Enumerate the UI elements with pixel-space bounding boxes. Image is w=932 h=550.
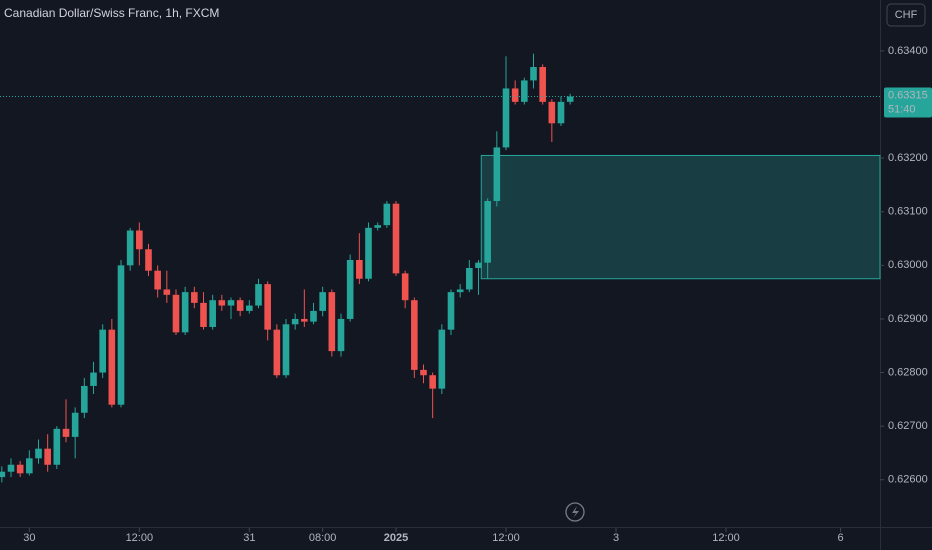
y-tick-label: 0.63200	[888, 152, 928, 164]
candle-body	[392, 203, 400, 274]
currency-button[interactable]	[886, 3, 926, 27]
y-tick-label: 0.62900	[888, 313, 928, 325]
candle-body	[255, 284, 262, 306]
candle-body	[475, 262, 482, 269]
candle-body	[456, 289, 464, 293]
candle-body	[44, 448, 51, 465]
candle-body	[530, 67, 537, 81]
candle-body	[282, 324, 290, 376]
candle-body	[511, 88, 519, 102]
x-tick-label: 3	[613, 532, 619, 544]
candle-body	[236, 300, 244, 311]
candle-body	[218, 300, 226, 306]
candle-body	[136, 230, 143, 250]
candle-body	[117, 265, 125, 405]
candle-body	[246, 305, 253, 311]
candle-body	[539, 67, 546, 102]
x-tick-label: 31	[243, 532, 255, 544]
candle-body	[484, 201, 491, 263]
x-tick-label: 2025	[384, 532, 408, 544]
lightning-icon[interactable]	[565, 502, 585, 522]
x-tick-label: 12:00	[492, 532, 520, 544]
candle-body	[163, 289, 171, 295]
candle-body	[0, 471, 6, 478]
candle-body	[35, 448, 42, 459]
x-tick-label: 08:00	[309, 532, 337, 544]
last-price-label: 0.63315	[888, 89, 928, 101]
candle-body	[227, 300, 235, 306]
y-tick-label: 0.63000	[888, 259, 928, 271]
candle-body	[108, 329, 116, 405]
candle-body	[154, 270, 161, 290]
candle-body	[81, 385, 88, 413]
candle-body	[548, 101, 556, 124]
candle-body	[466, 268, 473, 290]
candle-body	[447, 292, 455, 330]
candle-body	[356, 259, 363, 279]
y-tick-label: 0.62700	[888, 420, 928, 432]
x-tick-label: 12:00	[126, 532, 154, 544]
y-tick-label: 0.62600	[888, 474, 928, 486]
candle-body	[291, 318, 299, 325]
plot-area	[0, 53, 881, 483]
candle-body	[374, 225, 381, 228]
candle-body	[62, 428, 70, 437]
candle-body	[209, 300, 216, 327]
candle-body	[264, 284, 271, 330]
candle-body	[71, 412, 79, 437]
candle-body	[126, 230, 134, 266]
candle-body	[181, 292, 189, 333]
candle-body	[172, 294, 180, 333]
candle-body	[16, 464, 24, 474]
candle-body	[521, 80, 528, 102]
candle-body	[200, 302, 207, 327]
zone	[480, 154, 881, 280]
candle-body	[429, 375, 436, 389]
candle-body	[26, 458, 33, 474]
candle-body	[328, 292, 336, 352]
y-tick-label: 0.63400	[888, 45, 928, 57]
candle-body	[191, 292, 198, 303]
candle-body	[493, 147, 501, 202]
candle-body	[502, 88, 510, 148]
x-tick-label: 30	[23, 532, 35, 544]
candle-body	[401, 273, 409, 301]
candle-body	[557, 101, 565, 124]
candle-body	[90, 372, 97, 386]
candle-body	[438, 329, 446, 389]
candle-body	[319, 292, 326, 311]
candle-body	[566, 96, 574, 102]
candle-body	[99, 329, 106, 373]
y-tick-label: 0.63100	[888, 206, 928, 218]
candle-body	[145, 249, 152, 271]
candle-body	[337, 318, 345, 352]
candle-body	[310, 310, 317, 322]
last-price-box	[884, 87, 932, 118]
x-tick-label: 6	[838, 532, 844, 544]
candle-body	[53, 428, 61, 465]
candle-body	[420, 369, 427, 376]
candle-body	[346, 259, 354, 319]
x-tick-label: 12:00	[712, 532, 740, 544]
candle-body	[7, 464, 15, 472]
candle-body	[411, 300, 418, 370]
candle-body	[301, 318, 308, 322]
chart-title: Canadian Dollar/Swiss Franc, 1h, FXCM	[4, 6, 219, 20]
candle-body	[383, 203, 391, 226]
candle-body	[273, 329, 281, 376]
y-tick-label: 0.62800	[888, 366, 928, 378]
candle-body	[365, 227, 372, 279]
currency-label[interactable]: CHF	[895, 9, 918, 21]
countdown-label: 51:40	[888, 103, 916, 115]
